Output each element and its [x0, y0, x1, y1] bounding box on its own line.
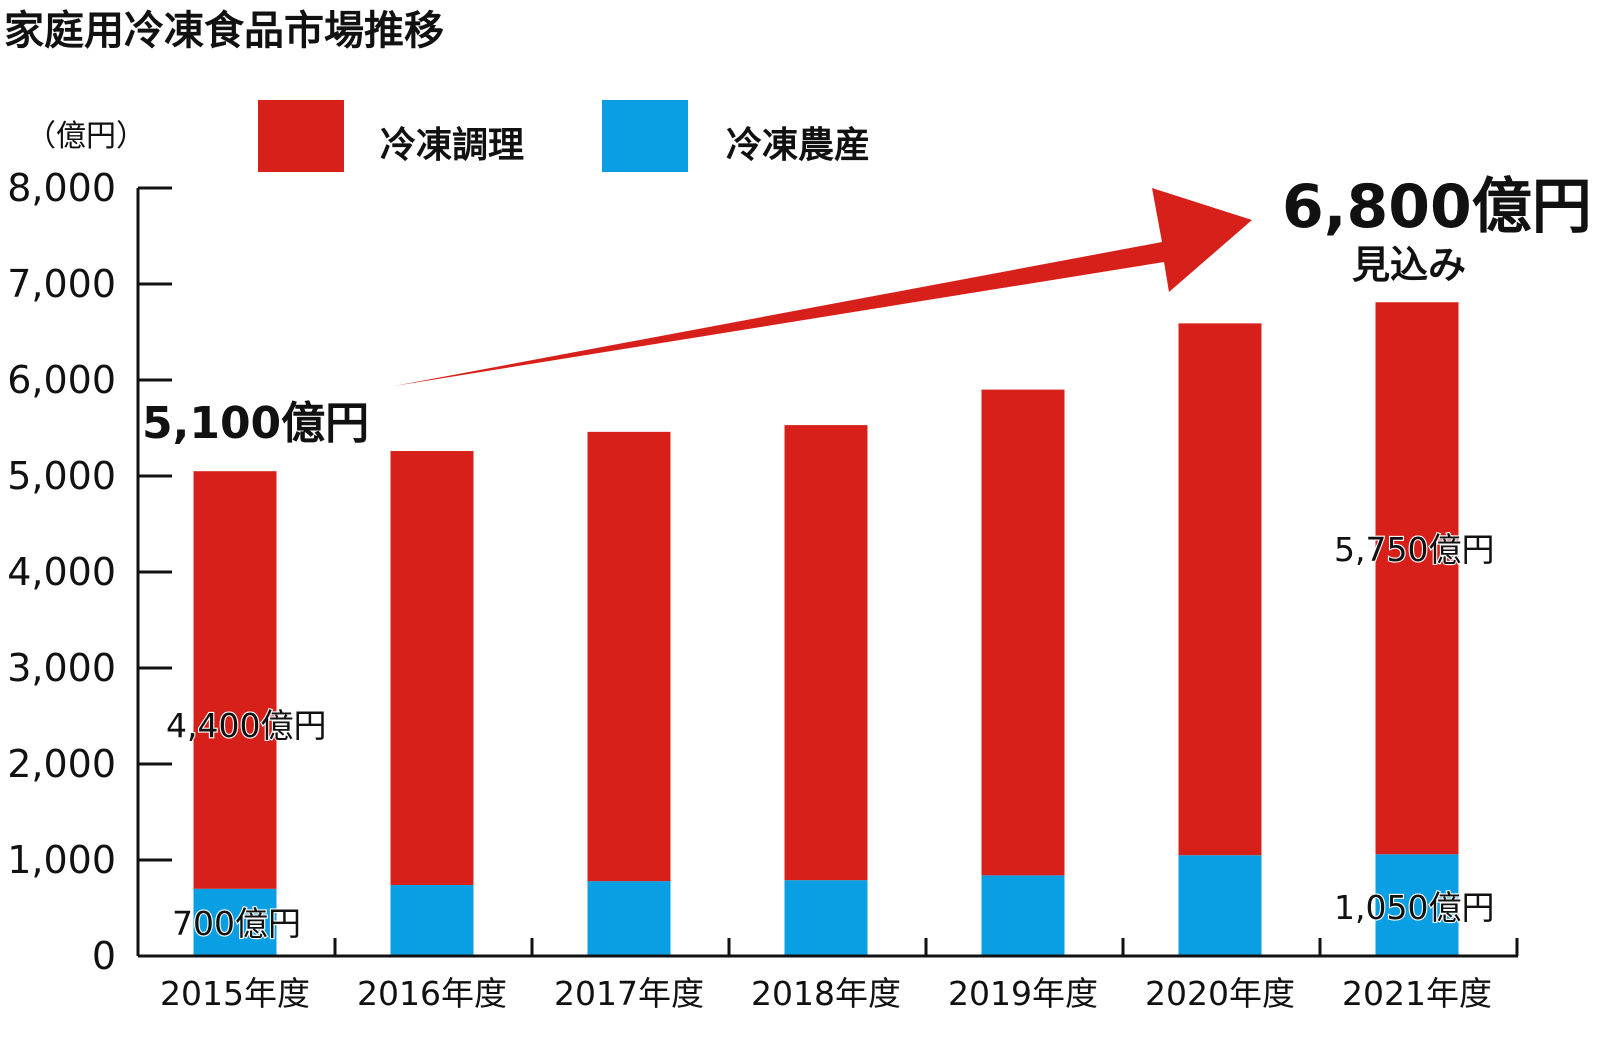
x-tick-label: 2018年度: [751, 974, 901, 1013]
x-tick-label: 2021年度: [1342, 974, 1492, 1013]
start-total-callout: 5,100億円: [142, 398, 369, 449]
x-tick-label: 2019年度: [948, 974, 1098, 1013]
bar-agri-2020年度: [1178, 855, 1262, 956]
bar-agri-2019年度: [981, 875, 1065, 956]
bar-cooked-2020年度: [1178, 323, 1262, 856]
bar-cooked-2015年度: [193, 471, 277, 889]
end-total-callout: 6,800億円: [1282, 172, 1592, 242]
y-tick-label: 0: [92, 934, 116, 978]
bar-cooked-2018年度: [784, 425, 868, 881]
bar-agri-2017年度: [587, 881, 671, 956]
last-cooked-label: 5,750億円: [1334, 530, 1494, 569]
x-tick-label: 2020年度: [1145, 974, 1295, 1013]
legend-label-agri: 冷凍農産: [726, 125, 870, 166]
y-tick-label: 7,000: [7, 262, 116, 306]
y-tick-label: 6,000: [7, 358, 116, 402]
last-agri-label: 1,050億円: [1334, 888, 1494, 927]
y-tick-label: 2,000: [7, 742, 116, 786]
x-tick-label: 2015年度: [160, 974, 310, 1013]
end-note-callout: 見込み: [1352, 243, 1466, 287]
bar-cooked-2021年度: [1375, 302, 1459, 855]
bar-agri-2015年度: [193, 888, 277, 956]
bar-agri-2021年度: [1375, 854, 1459, 956]
y-tick-label: 1,000: [7, 838, 116, 882]
chart-title: 家庭用冷凍食品市場推移: [4, 8, 444, 54]
y-tick-label: 4,000: [7, 550, 116, 594]
x-tick-label: 2016年度: [357, 974, 507, 1013]
bar-cooked-2017年度: [587, 431, 671, 882]
first-agri-label: 700億円: [172, 904, 301, 943]
bar-cooked-2016年度: [390, 451, 474, 885]
bar-agri-2016年度: [390, 884, 474, 956]
y-tick-label: 3,000: [7, 646, 116, 690]
legend-swatch-agri: [602, 100, 688, 172]
legend-swatch-cooked: [258, 100, 344, 172]
legend-label-cooked: 冷凍調理: [380, 125, 524, 166]
plot-area: 2015年度 2016年度 2017年度 2018年度 2019年度 2020年度 2021…: [7, 166, 1519, 1013]
y-tick-label: 8,000: [7, 166, 116, 210]
y-tick-label: 5,000: [7, 454, 116, 498]
first-cooked-label: 4,400億円: [166, 706, 326, 745]
growth-arrow: [394, 188, 1252, 386]
x-tick-label: 2017年度: [554, 974, 704, 1013]
bar-agri-2018年度: [784, 880, 868, 956]
bar-cooked-2019年度: [981, 389, 1065, 876]
y-unit-label: （億円）: [26, 119, 146, 154]
